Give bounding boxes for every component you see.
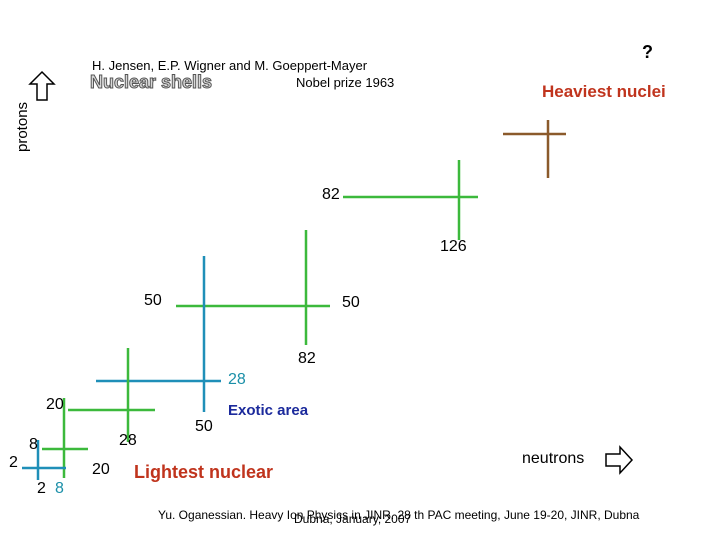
heaviest-nuclei-label: Heaviest nuclei [542,82,666,101]
lightest-nuclear-label: Lightest nuclear [134,462,274,482]
magic-number-20-bottom: 20 [92,461,110,478]
prize-text: Nobel prize 1963 [296,75,395,90]
magic-number-8-left: 8 [29,436,38,453]
exotic-area-label: Exotic area [228,402,309,419]
protons-axis-label: protons [14,101,31,152]
neutrons-axis-label: neutrons [522,450,585,467]
magic-number-82-top: 82 [322,186,340,203]
question-mark: ? [642,42,653,62]
magic-number-28: 28 [119,432,137,449]
magic-number-50-right: 50 [342,294,360,311]
page-title: Nuclear shells [89,72,213,93]
up-arrow-icon [28,70,56,101]
magic-number-50-left: 50 [144,292,162,309]
magic-number-50-bottom: 50 [195,418,213,435]
right-arrow-icon [605,445,634,475]
magic-number-126: 126 [440,238,467,255]
magic-number-28-teal: 28 [228,371,246,388]
magic-number-82-mid: 82 [298,350,316,367]
authors-text: H. Jensen, E.P. Wigner and M. Goeppert-M… [92,58,368,73]
footer-citation: Yu. Oganessian. Heavy Ion Physics in JIN… [158,508,640,522]
magic-number-2-bottom: 2 [37,480,46,497]
footer-date: Dubna, January, 2007 [294,512,412,526]
magic-number-2-left: 2 [9,454,18,471]
magic-number-20-left: 20 [46,396,64,413]
magic-number-8-bottom: 8 [55,480,64,497]
